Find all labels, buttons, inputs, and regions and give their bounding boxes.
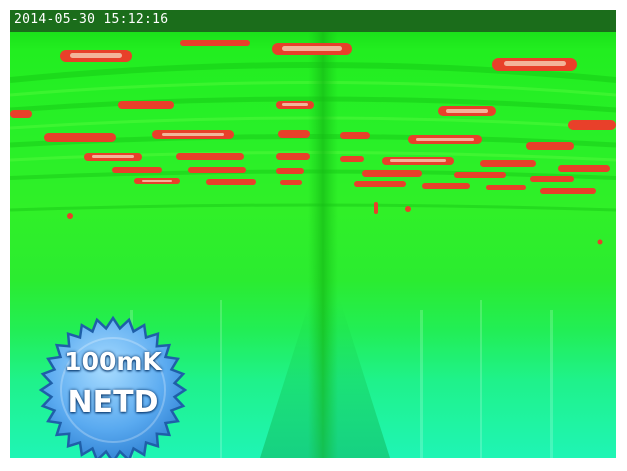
ceiling-lights [10, 40, 616, 245]
netd-badge: 100mK NETD [38, 315, 188, 458]
starburst-seal-icon [38, 315, 188, 458]
thermal-scene [10, 32, 616, 458]
thermal-image: 2014-05-30 15:12:16 100mK NETD [10, 10, 616, 458]
badge-line2: NETD [67, 385, 159, 420]
floor-shadow [260, 300, 390, 458]
badge-line1: 100mK [64, 347, 162, 376]
timestamp-overlay: 2014-05-30 15:12:16 [10, 10, 616, 32]
